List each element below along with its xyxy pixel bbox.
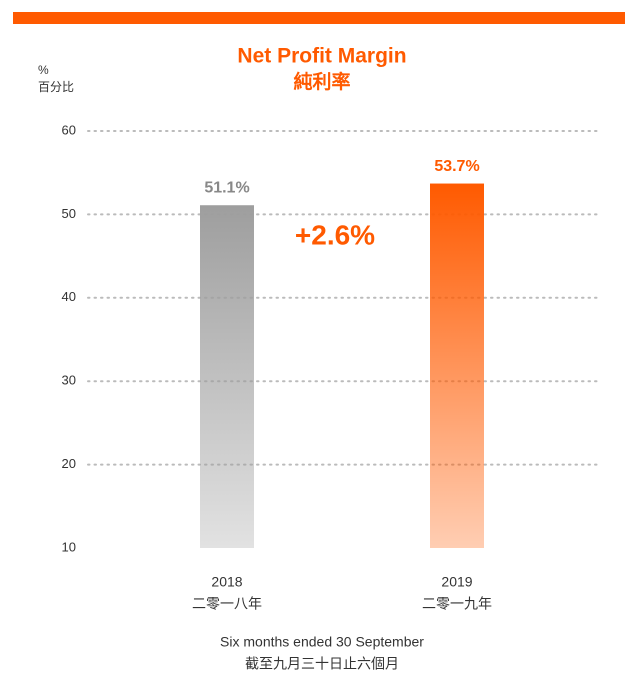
y-tick-label: 40 [62, 289, 76, 304]
y-tick-label: 50 [62, 206, 76, 221]
bar [430, 183, 484, 549]
chart-title: Net Profit Margin [237, 45, 406, 68]
annotation: +2.6% [295, 219, 375, 250]
x-tick-label-zh: 二零一九年 [422, 596, 492, 612]
value-label: 51.1% [204, 179, 249, 196]
y-tick-label: 10 [62, 539, 76, 554]
x-tick-label-zh: 二零一八年 [192, 596, 262, 612]
y-label-zh: 百分比 [38, 80, 74, 94]
y-tick-label: 60 [62, 122, 76, 137]
top-band [13, 12, 625, 24]
value-label: 53.7% [434, 158, 479, 175]
y-tick-label: 30 [62, 373, 76, 388]
x-tick-label: 2019 [441, 574, 472, 590]
x-label: Six months ended 30 September [220, 634, 424, 650]
x-label-zh: 截至九月三十日止六個月 [245, 656, 399, 672]
chart-subtitle: 純利率 [293, 70, 350, 93]
y-tick-label: 20 [62, 456, 76, 471]
y-label: % [38, 63, 49, 77]
bar [200, 205, 254, 548]
x-tick-label: 2018 [211, 574, 242, 590]
